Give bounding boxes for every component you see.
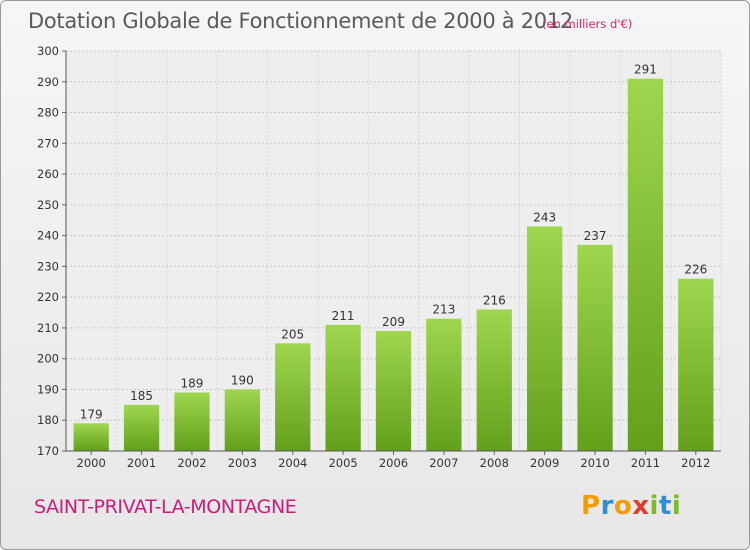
bar-2010 [577,244,613,451]
y-tick-label: 230 [37,259,59,273]
y-tick-label: 290 [37,75,59,89]
y-tick-label: 200 [37,352,59,366]
x-tick-label: 2001 [127,456,156,470]
x-tick-label: 2008 [480,456,509,470]
x-tick-label: 2004 [278,456,307,470]
y-tick-label: 190 [37,382,59,396]
value-label: 205 [281,327,304,341]
x-tick-label: 2011 [631,456,660,470]
value-label: 185 [130,389,153,403]
chart-subtitle: (en milliers d'€) [542,17,633,31]
value-label: 237 [584,229,607,243]
bar-2004 [275,343,311,451]
chart-title: Dotation Globale de Fonctionnement de 20… [28,9,573,33]
value-label: 243 [533,210,556,224]
bars: 179 185 189 190 205 211 209 213 216 243 237 291 226 [73,63,714,451]
y-tick-label: 270 [37,136,59,150]
x-tick-label: 2007 [429,456,458,470]
value-label: 209 [382,315,405,329]
commune-name: SAINT-PRIVAT-LA-MONTAGNE [34,496,297,518]
y-tick-label: 300 [37,44,59,58]
y-tick-label: 220 [37,290,59,304]
y-tick-label: 170 [37,444,59,458]
bar-2001 [123,404,160,451]
value-label: 216 [483,293,506,307]
value-label: 189 [181,377,204,391]
bar-2008 [476,309,512,451]
y-tick-label: 260 [37,167,59,181]
value-label: 226 [684,263,707,277]
x-tick-label: 2010 [580,456,609,470]
y-tick-label: 250 [37,198,59,212]
value-label: 211 [332,309,355,323]
logo-letter: x [632,491,650,521]
proxiti-logo: Proxiti [581,491,681,521]
x-tick-label: 2000 [77,456,106,470]
y-tick-label: 280 [37,106,59,120]
bar-2000 [73,423,109,451]
value-label: 190 [231,373,254,387]
bar-2002 [174,392,210,451]
logo-letter: t [658,491,672,521]
value-label: 291 [634,63,657,77]
axes: 170 180 190 200 210 220 230 240 250 260 270 280 290 3… [37,44,721,470]
bar-2009 [527,226,563,451]
value-label: 213 [432,303,455,317]
y-tick-label: 180 [37,413,59,427]
value-label: 179 [80,407,103,421]
y-tick-label: 240 [37,229,59,243]
logo-letter: i [671,491,682,521]
x-tick-label: 2003 [228,456,257,470]
logo-letter: o [613,491,633,521]
logo-letter: P [581,491,601,521]
logo-letter: r [600,491,614,521]
bar-2011 [627,78,664,451]
x-tick-label: 2005 [328,456,357,470]
bar-2006 [375,331,412,451]
y-tick-label: 210 [37,321,59,335]
logo-letter: i [649,491,659,521]
bar-2012 [678,278,714,451]
x-tick-label: 2009 [530,456,559,470]
x-tick-label: 2002 [177,456,206,470]
bar-2005 [325,324,361,451]
bar-2003 [224,389,260,451]
x-tick-label: 2006 [379,456,408,470]
x-tick-label: 2012 [681,456,710,470]
bar-2007 [426,318,462,451]
